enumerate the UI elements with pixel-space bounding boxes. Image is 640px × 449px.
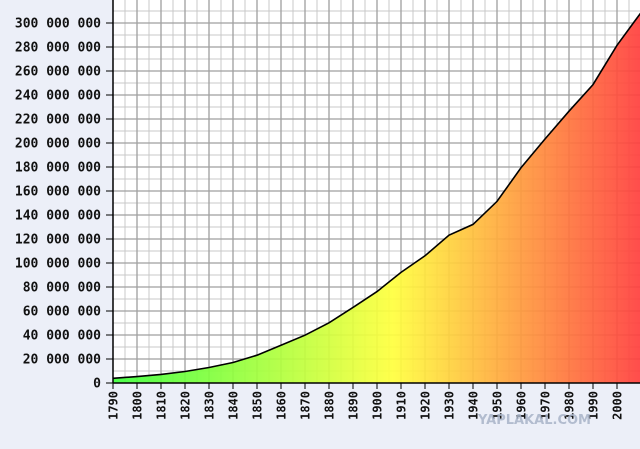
x-tick-label: 1910 xyxy=(395,391,409,420)
population-line xyxy=(112,12,640,380)
x-tick-label: 1950 xyxy=(491,391,505,420)
y-tick-label: 120 000 000 xyxy=(15,233,101,248)
x-tick-labels: 1790 1800 1810 1820 1830 1840 1850 1860 1870 1880… xyxy=(107,383,625,420)
y-tick-label: 260 000 000 xyxy=(15,65,101,80)
x-tick-label: 1980 xyxy=(563,391,577,420)
population-area xyxy=(113,13,640,383)
x-tick-label: 1800 xyxy=(131,391,145,420)
major-grid xyxy=(113,0,640,383)
x-tick-label: 1830 xyxy=(203,391,217,420)
x-tick-label: 1900 xyxy=(371,391,385,420)
x-tick-label: 1890 xyxy=(347,391,361,420)
watermark: YAPLAKAL.COM xyxy=(477,413,591,428)
x-tick-label: 1920 xyxy=(419,391,433,420)
x-tick-label: 1870 xyxy=(299,391,313,420)
y-tick-label: 0 xyxy=(93,377,101,392)
x-tick-label: 1930 xyxy=(443,391,457,420)
y-tick-label: 220 000 000 xyxy=(15,113,101,128)
x-tick-label: 1940 xyxy=(467,391,481,420)
y-tick-label: 300 000 000 xyxy=(15,17,101,32)
x-tick-label: 1960 xyxy=(515,391,529,420)
x-tick-label: 2000 xyxy=(611,391,625,420)
x-tick-label: 1850 xyxy=(251,391,265,420)
x-tick-label: 1990 xyxy=(587,391,601,420)
y-tick-label: 20 000 000 xyxy=(23,353,101,368)
x-tick-label: 1820 xyxy=(179,391,193,420)
y-tick-label: 60 000 000 xyxy=(23,305,101,320)
y-tick-label: 80 000 000 xyxy=(23,281,101,296)
y-tick-labels: 0 20 000 000 40 000 000 60 000 000 80 000 00… xyxy=(15,17,113,392)
y-tick-label: 240 000 000 xyxy=(15,89,101,104)
x-tick-label: 1840 xyxy=(227,391,241,420)
y-tick-label: 140 000 000 xyxy=(15,209,101,224)
y-tick-label: 160 000 000 xyxy=(15,185,101,200)
y-tick-label: 200 000 000 xyxy=(15,137,101,152)
x-tick-label: 1810 xyxy=(155,391,169,420)
y-tick-label: 180 000 000 xyxy=(15,161,101,176)
y-tick-label: 280 000 000 xyxy=(15,41,101,56)
y-tick-label: 40 000 000 xyxy=(23,329,101,344)
y-tick-label: 100 000 000 xyxy=(15,257,101,272)
x-tick-label: 1970 xyxy=(539,391,553,420)
x-tick-label: 1880 xyxy=(323,391,337,420)
x-tick-label: 1860 xyxy=(275,391,289,420)
x-tick-label: 1790 xyxy=(107,391,121,420)
